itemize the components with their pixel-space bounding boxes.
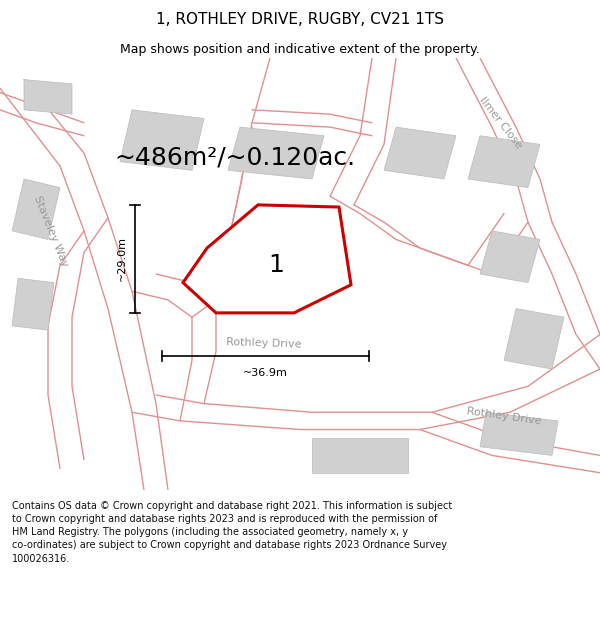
Polygon shape [480,412,558,456]
Text: Ilmer Close: Ilmer Close [478,95,524,151]
Polygon shape [504,309,564,369]
Text: ~486m²/~0.120ac.: ~486m²/~0.120ac. [114,146,355,169]
Polygon shape [384,127,456,179]
Polygon shape [312,438,408,472]
Polygon shape [183,205,351,313]
Text: Contains OS data © Crown copyright and database right 2021. This information is : Contains OS data © Crown copyright and d… [12,501,452,564]
Polygon shape [24,79,72,114]
Text: ~36.9m: ~36.9m [243,368,288,378]
Text: Rothley Drive: Rothley Drive [466,406,542,427]
Text: Rothley Drive: Rothley Drive [226,337,302,349]
Polygon shape [228,127,324,179]
Polygon shape [120,110,204,171]
Text: Map shows position and indicative extent of the property.: Map shows position and indicative extent… [120,44,480,56]
Text: 1: 1 [268,253,284,278]
Text: ~29.0m: ~29.0m [117,236,127,281]
Text: Staveley Way: Staveley Way [32,194,70,268]
Polygon shape [480,231,540,282]
Polygon shape [12,278,54,330]
Polygon shape [468,136,540,188]
Polygon shape [12,179,60,239]
Text: 1, ROTHLEY DRIVE, RUGBY, CV21 1TS: 1, ROTHLEY DRIVE, RUGBY, CV21 1TS [156,12,444,27]
